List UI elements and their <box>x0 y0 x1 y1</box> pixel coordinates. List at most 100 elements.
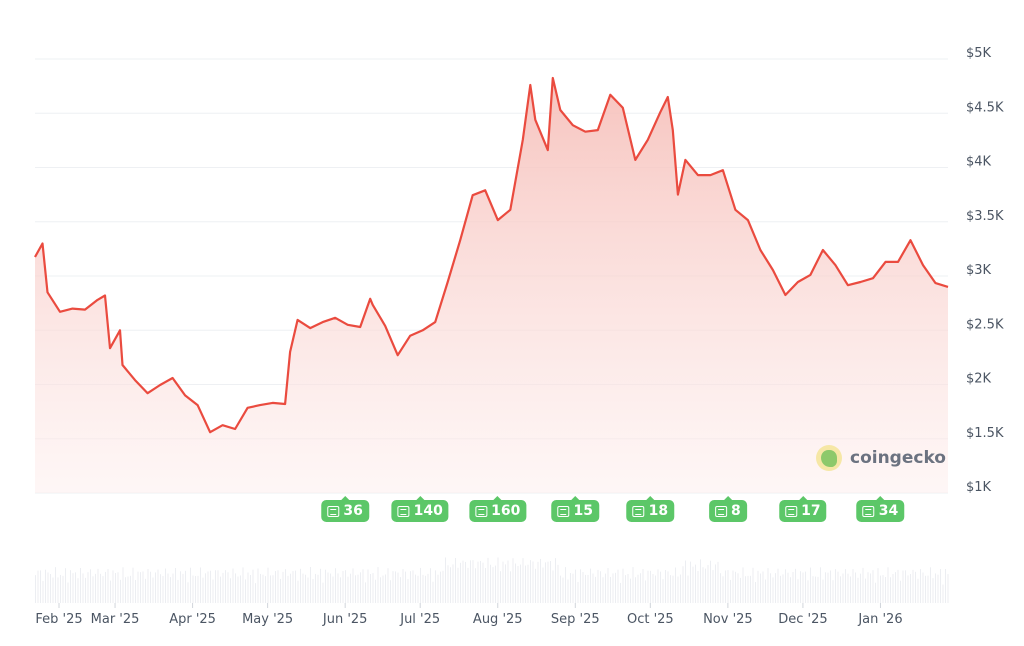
volume-bar <box>415 574 416 603</box>
news-count: 160 <box>491 503 521 519</box>
volume-bar <box>215 570 216 603</box>
volume-bar <box>605 573 606 603</box>
volume-bar <box>555 558 556 603</box>
volume-bar <box>620 582 621 603</box>
volume-bar <box>727 570 729 603</box>
news-count: 18 <box>648 503 669 519</box>
volume-bar <box>670 575 671 603</box>
volume-bar <box>535 568 536 603</box>
volume-bar <box>152 577 154 603</box>
volume-bar <box>352 568 354 603</box>
volume-bar <box>617 569 619 603</box>
volume-bar <box>945 569 946 603</box>
volume-bar <box>797 579 799 603</box>
volume-bar <box>402 569 404 603</box>
news-count: 8 <box>731 503 741 519</box>
news-badge[interactable]: 8 <box>709 496 747 522</box>
volume-bar <box>177 579 179 603</box>
volume-bar <box>290 573 291 603</box>
volume-bar <box>785 569 786 603</box>
volume-bar <box>730 579 731 603</box>
volume-bar <box>935 573 936 603</box>
volume-bar <box>165 568 166 603</box>
volume-bar <box>417 575 419 603</box>
volume-bar <box>640 573 641 603</box>
volume-bar <box>725 570 726 603</box>
y-tick-label: $3.5K <box>966 209 1004 224</box>
volume-bar <box>62 575 64 603</box>
volume-bar <box>677 576 679 603</box>
volume-bar <box>460 562 461 603</box>
volume-bar <box>182 573 184 603</box>
volume-bar <box>307 577 309 603</box>
news-badge[interactable]: 36 <box>321 496 369 522</box>
volume-bar <box>35 575 36 603</box>
news-badge[interactable]: 160 <box>469 496 527 522</box>
volume-bar <box>512 558 514 603</box>
volume-bar <box>667 571 669 603</box>
news-badge[interactable]: 18 <box>626 496 675 522</box>
volume-bar <box>915 571 916 603</box>
volume-bar <box>812 576 814 603</box>
volume-bar <box>455 558 456 603</box>
volume-bar <box>285 569 286 603</box>
volume-bar <box>557 564 559 603</box>
volume-bar <box>447 565 449 603</box>
volume-bar <box>420 567 421 603</box>
volume-bar <box>430 568 431 603</box>
news-badge[interactable]: 34 <box>856 496 905 522</box>
volume-bar <box>660 571 661 603</box>
volume-bar <box>790 577 791 603</box>
volume-bar <box>847 573 849 603</box>
volume-bar <box>230 578 231 603</box>
volume-bar <box>562 577 564 603</box>
volume-bar <box>272 575 274 603</box>
volume-bar <box>585 574 586 603</box>
x-tick-label: Aug '25 <box>473 612 523 627</box>
volume-bar <box>480 560 481 603</box>
volume-bar <box>115 573 116 603</box>
volume-bar <box>320 568 321 603</box>
volume-bar <box>270 575 271 603</box>
news-badge[interactable]: 17 <box>779 496 827 522</box>
volume-bar <box>902 570 904 603</box>
volume-bar <box>67 582 69 603</box>
volume-bar <box>95 573 96 603</box>
volume-bar <box>522 558 524 603</box>
volume-bar <box>817 576 819 603</box>
volume-bar <box>445 557 446 603</box>
volume-bar <box>682 566 684 603</box>
volume-bar <box>375 579 376 603</box>
volume-bar <box>750 575 751 603</box>
coingecko-watermark: coingecko <box>816 445 946 471</box>
volume-bar <box>217 570 219 603</box>
volume-bar <box>655 575 656 603</box>
volume-bar <box>830 570 831 603</box>
volume-bar <box>520 564 521 603</box>
volume-bar <box>210 570 211 603</box>
volume-bar <box>425 575 426 603</box>
volume-bar <box>937 574 939 603</box>
volume-bar <box>110 580 111 603</box>
volume-bar <box>262 574 264 603</box>
volume-bar <box>370 574 371 603</box>
volume-bar <box>560 575 561 603</box>
volume-bar <box>357 574 359 603</box>
volume-bar <box>52 577 54 603</box>
volume-bar <box>195 576 196 603</box>
volume-bar <box>882 575 884 603</box>
news-badge[interactable]: 15 <box>551 496 600 522</box>
volume-bar <box>852 569 854 603</box>
volume-bar <box>232 568 234 603</box>
volume-bar <box>472 560 474 603</box>
volume-bar <box>42 580 44 603</box>
volume-bar <box>500 571 501 603</box>
volume-bar <box>300 568 301 603</box>
volume-bar <box>507 560 509 603</box>
volume-bar <box>517 565 519 603</box>
volume-bar <box>295 570 296 603</box>
news-badge[interactable]: 140 <box>391 496 449 522</box>
volume-bar <box>397 572 399 603</box>
volume-bar <box>130 575 131 603</box>
